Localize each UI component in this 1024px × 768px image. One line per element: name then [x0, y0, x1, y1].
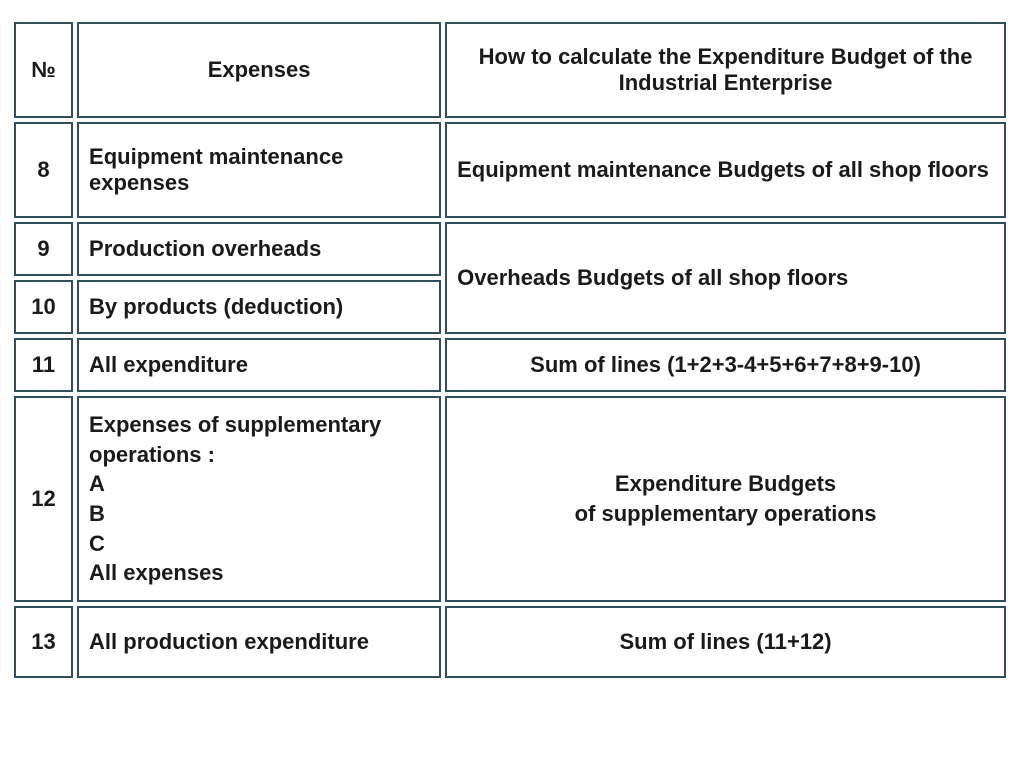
col-header-expenses: Expenses	[77, 22, 441, 118]
cell-how: Expenditure Budgets of supplementary ope…	[445, 396, 1006, 602]
cell-num: 11	[14, 338, 73, 392]
cell-num: 12	[14, 396, 73, 602]
cell-num: 10	[14, 280, 73, 334]
col-header-number: №	[14, 22, 73, 118]
table-row: 9 Production overheads Overheads Budgets…	[14, 222, 1006, 276]
cell-expenses: All production expenditure	[77, 606, 441, 678]
col-header-how-to-calculate: How to calculate the Expenditure Budget …	[445, 22, 1006, 118]
expenditure-budget-table: № Expenses How to calculate the Expendit…	[10, 18, 1010, 682]
table-header-row: № Expenses How to calculate the Expendit…	[14, 22, 1006, 118]
cell-expenses: Production overheads	[77, 222, 441, 276]
cell-num: 13	[14, 606, 73, 678]
cell-expenses: Expenses of supplementary operations : A…	[77, 396, 441, 602]
cell-how: Equipment maintenance Budgets of all sho…	[445, 122, 1006, 218]
table-row: 8 Equipment maintenance expenses Equipme…	[14, 122, 1006, 218]
cell-num: 9	[14, 222, 73, 276]
table-row: 13 All production expenditure Sum of lin…	[14, 606, 1006, 678]
cell-how: Overheads Budgets of all shop floors	[445, 222, 1006, 334]
table-row: 11 All expenditure Sum of lines (1+2+3-4…	[14, 338, 1006, 392]
cell-expenses: All expenditure	[77, 338, 441, 392]
cell-expenses: By products (deduction)	[77, 280, 441, 334]
cell-how: Sum of lines (11+12)	[445, 606, 1006, 678]
cell-expenses: Equipment maintenance expenses	[77, 122, 441, 218]
cell-how: Sum of lines (1+2+3-4+5+6+7+8+9-10)	[445, 338, 1006, 392]
expenditure-budget-table-wrap: № Expenses How to calculate the Expendit…	[10, 18, 1010, 682]
cell-num: 8	[14, 122, 73, 218]
table-row: 12 Expenses of supplementary operations …	[14, 396, 1006, 602]
